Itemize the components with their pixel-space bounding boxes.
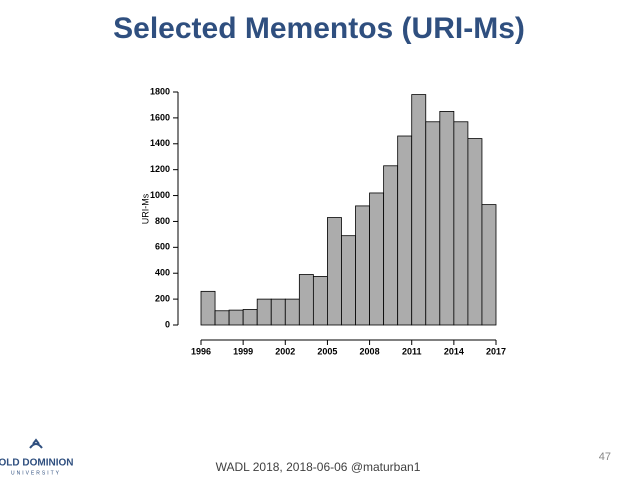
logo-subtitle: UNIVERSITY	[11, 470, 61, 476]
y-tick-label: 0	[165, 319, 170, 329]
y-tick-label: 1400	[150, 138, 170, 148]
y-tick-label: 1200	[150, 164, 170, 174]
y-tick-label: 400	[155, 268, 170, 278]
y-tick-label: 1000	[150, 190, 170, 200]
x-tick-label: 2005	[317, 346, 337, 356]
bar	[256, 298, 272, 326]
bar	[383, 165, 399, 326]
bar	[397, 135, 413, 326]
y-tick-label: 800	[155, 216, 170, 226]
y-tick-label: 1800	[150, 86, 170, 96]
bar	[425, 121, 441, 326]
bar	[355, 205, 370, 326]
bar	[298, 274, 314, 326]
x-tick-label: 2014	[444, 346, 464, 356]
y-tick-label: 200	[155, 293, 170, 303]
x-tick-label: 2002	[275, 346, 295, 356]
bar	[214, 310, 230, 326]
bar	[327, 217, 342, 326]
logo-icon	[29, 438, 43, 449]
x-tick-label: 1996	[191, 346, 211, 356]
footer: WADL 2018, 2018-06-06 @maturban1	[216, 460, 421, 474]
y-tick-label: 1600	[150, 112, 170, 122]
bar	[228, 309, 244, 326]
bar	[341, 235, 356, 326]
page-number: 47	[599, 451, 611, 463]
bar	[312, 276, 328, 326]
bar	[453, 121, 469, 326]
bar	[369, 192, 385, 326]
y-tick-label: 600	[155, 242, 170, 252]
logo: OLD DOMINION UNIVERSITY	[0, 438, 74, 476]
x-tick-label: 1999	[233, 346, 253, 356]
logo-name: OLD DOMINION	[0, 458, 74, 469]
bar	[411, 94, 427, 326]
bar	[270, 298, 286, 326]
x-tick-label: 2011	[402, 346, 422, 356]
bar	[439, 111, 455, 326]
slide-title: Selected Mementos (URI-Ms)	[113, 12, 525, 45]
y-axis-label: URI-Ms	[140, 193, 150, 224]
bar	[242, 309, 258, 326]
bar	[200, 290, 216, 326]
x-tick-label: 2017	[486, 346, 506, 356]
bar	[284, 298, 300, 326]
bar	[481, 204, 497, 326]
x-tick-label: 2008	[360, 346, 380, 356]
bar	[467, 138, 483, 326]
